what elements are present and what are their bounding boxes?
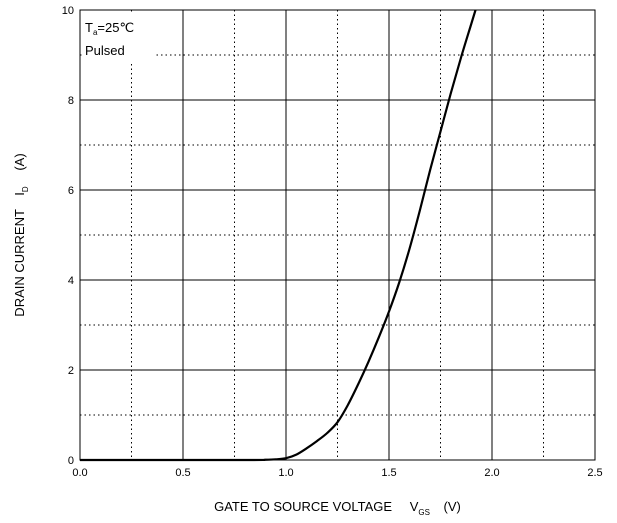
x-tick-label: 2.5 — [587, 467, 602, 479]
x-axis-title-symbol: V — [410, 499, 419, 514]
y-tick-label: 0 — [68, 455, 74, 467]
plot-frame — [79, 9, 596, 461]
annotation-background — [82, 12, 156, 62]
series-layer — [79, 9, 477, 462]
y-tick-label: 6 — [68, 185, 74, 197]
annotation-temperature-rest: =25℃ — [97, 20, 134, 35]
y-axis-title-unit: (A) — [12, 153, 27, 170]
y-tick-label: 10 — [62, 5, 74, 17]
x-axis-title-main: GATE TO SOURCE VOLTAGE — [214, 499, 392, 514]
x-axis-title-unit: (V) — [444, 499, 461, 514]
annotation-temperature: Ta=25℃ — [85, 20, 134, 37]
y-tick-label: 8 — [68, 95, 74, 107]
x-tick-label: 0.5 — [175, 467, 190, 479]
y-tick-label: 4 — [68, 275, 74, 287]
x-tick-labels: 0.0 0.5 1.0 1.5 2.0 2.5 — [72, 467, 602, 479]
annotation-temperature-main: T — [85, 20, 93, 35]
x-tick-label: 1.0 — [278, 467, 293, 479]
y-tick-labels: 0 2 4 6 8 10 — [62, 5, 74, 467]
x-tick-label: 0.0 — [72, 467, 87, 479]
series-line — [79, 9, 477, 462]
x-axis-title-subscript: GS — [418, 508, 430, 517]
y-tick-label: 2 — [68, 365, 74, 377]
x-tick-label: 1.5 — [381, 467, 396, 479]
y-axis-title-symbol: I — [12, 192, 27, 196]
minor-gridlines — [80, 10, 595, 460]
annotation-pulsed: Pulsed — [85, 43, 125, 58]
x-axis-title: GATE TO SOURCE VOLTAGE VGS (V) — [214, 499, 461, 518]
major-gridlines — [80, 10, 595, 460]
annotation-temperature-sub: a — [93, 28, 98, 37]
y-axis-title-subscript: D — [21, 186, 30, 192]
y-axis-title-main: DRAIN CURRENT — [12, 209, 27, 317]
y-axis-title: DRAIN CURRENT ID (A) — [12, 153, 31, 316]
x-tick-label: 2.0 — [484, 467, 499, 479]
